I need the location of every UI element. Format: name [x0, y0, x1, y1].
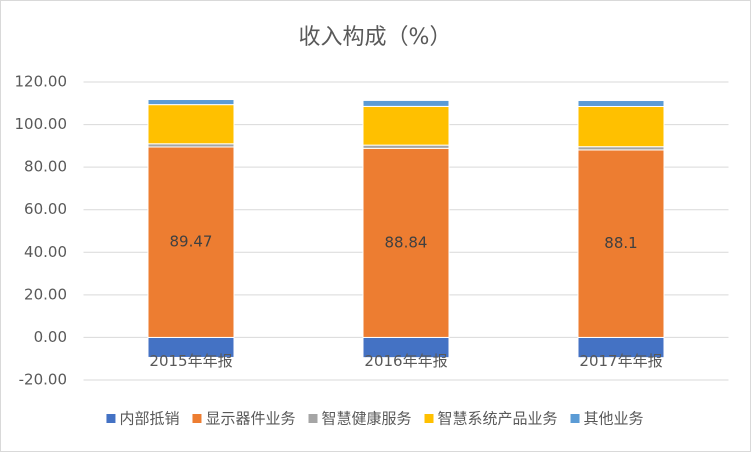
- bar-segment: [577, 100, 665, 107]
- y-tick-label: 100.00: [15, 115, 68, 133]
- legend-label: 智慧健康服务: [321, 410, 411, 428]
- y-tick-label: 20.00: [24, 285, 67, 303]
- legend-swatch: [192, 414, 202, 423]
- data-label: 88.84: [385, 233, 428, 251]
- bar-segment: [147, 146, 235, 338]
- legend-swatch: [570, 414, 580, 423]
- x-tick-label: 2016年年报: [364, 352, 447, 370]
- chart-title: 收入构成（%）: [299, 25, 452, 50]
- legend-label: 智慧系统产品业务: [438, 410, 558, 428]
- y-tick-label: -20.00: [19, 371, 67, 389]
- bar-segment: [362, 99, 450, 107]
- legend-swatch: [308, 414, 318, 423]
- bar-segment: [362, 105, 450, 146]
- y-tick-label: 120.00: [15, 73, 68, 91]
- y-tick-label: 80.00: [24, 158, 67, 176]
- legend-swatch: [106, 414, 116, 423]
- bar-segment: [147, 99, 235, 106]
- legend-swatch: [424, 414, 434, 423]
- y-tick-label: 40.00: [24, 243, 67, 261]
- bar-segment: [577, 105, 665, 148]
- y-tick-label: 0.00: [34, 328, 67, 346]
- data-label: 88.1: [604, 234, 637, 252]
- x-tick-label: 2017年年报: [579, 352, 662, 370]
- legend-label: 其他业务: [584, 410, 644, 428]
- bar-segment: [577, 149, 665, 338]
- x-tick-label: 2015年年报: [149, 352, 232, 370]
- bar-segment: [147, 104, 235, 145]
- legend-label: 内部抵销: [119, 410, 179, 428]
- y-tick-label: 60.00: [24, 200, 67, 218]
- bar-segment: [362, 147, 450, 338]
- legend-label: 显示器件业务: [205, 410, 295, 428]
- data-label: 89.47: [170, 233, 213, 251]
